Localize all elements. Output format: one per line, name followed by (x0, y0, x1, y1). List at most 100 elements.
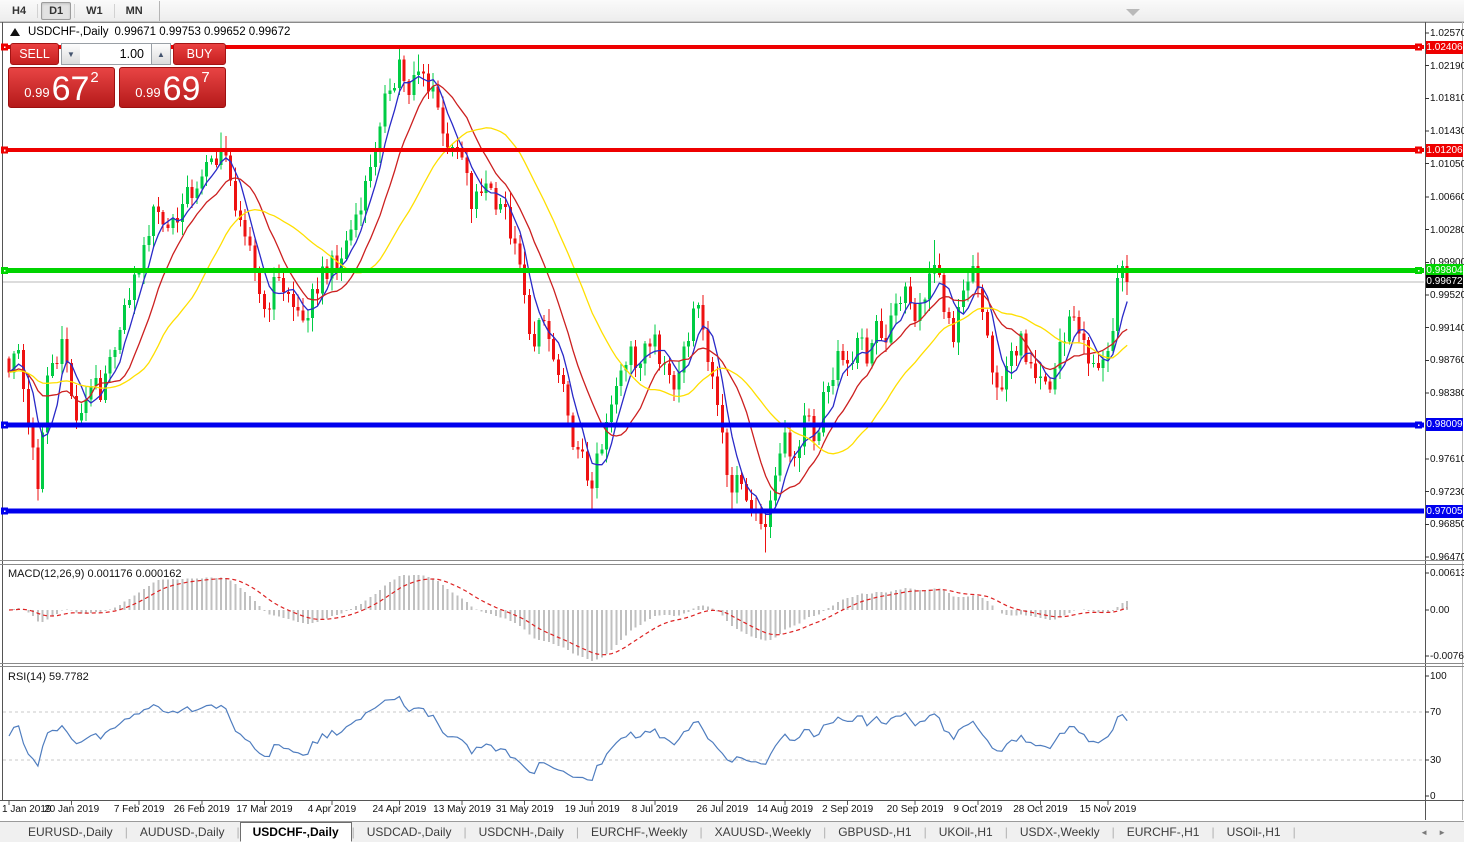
date-tick-label: 8 Jul 2019 (631, 804, 678, 815)
rsi-tick-label: 0 (1430, 791, 1436, 802)
price-tick-label: 0.96850 (1430, 519, 1464, 531)
price-tick-label: 0.97230 (1430, 486, 1464, 498)
timeframe-button-h4[interactable]: H4 (12, 4, 27, 17)
timeframe-button-mn[interactable]: MN (125, 4, 143, 17)
toolbar-separator (158, 0, 160, 21)
price-tick-label: 0.99140 (1430, 322, 1464, 334)
price-level-label: 0.98009 (1426, 418, 1463, 432)
rsi-tick-label: 70 (1430, 707, 1442, 718)
chart-tab-usdchf-daily[interactable]: USDCHF-,Daily (239, 821, 352, 842)
tab-separator: | (236, 825, 240, 839)
date-tick-label: 19 Jun 2019 (564, 804, 620, 815)
chart-tab-eurusd-daily[interactable]: EURUSD-,Daily (28, 825, 113, 839)
toolbar-separator (113, 3, 115, 18)
rsi-label: RSI(14) 59.7782 (8, 671, 89, 683)
tab-separator: | (1004, 825, 1008, 839)
chart-tab-usdcnh-daily[interactable]: USDCNH-,Daily (478, 825, 564, 839)
price-tick-label: 1.02570 (1430, 28, 1464, 39)
timeframe-button-w1[interactable]: W1 (86, 4, 103, 17)
tab-separator: | (699, 825, 703, 839)
volume-input[interactable] (80, 43, 152, 65)
chart-tab-eurchf-weekly[interactable]: EURCHF-,Weekly (591, 825, 688, 839)
macd-tick-label: 0.00 (1430, 605, 1450, 616)
timeframe-button-d1[interactable]: D1 (41, 1, 72, 20)
date-tick-label: 9 Oct 2019 (953, 804, 1003, 815)
toolbar-separator (37, 3, 39, 18)
price-tick-label: 1.00280 (1430, 224, 1464, 236)
one-click-trade-panel: SELL ▼ ▲ BUY 0.99 67 2 0.99 69 7 (8, 42, 226, 108)
price-level-label: 0.97005 (1426, 504, 1463, 518)
tab-separator: | (923, 825, 927, 839)
sell-price-big: 67 (51, 70, 90, 108)
chart-tab-usdcad-daily[interactable]: USDCAD-,Daily (366, 825, 452, 839)
panel-collapse-icon[interactable] (1126, 9, 1140, 16)
toolbar-separator (74, 3, 76, 18)
chart-tab-usdx-weekly[interactable]: USDX-,Weekly (1019, 825, 1100, 839)
date-tick-label: 24 Apr 2019 (372, 804, 427, 815)
tab-separator: | (823, 825, 827, 839)
price-tick-label: 0.99900 (1430, 257, 1464, 269)
chart-tab-usoil-h1[interactable]: USOil-,H1 (1226, 825, 1281, 839)
price-tick-label: 0.96470 (1430, 551, 1464, 563)
chart-tab-audusd-daily[interactable]: AUDUSD-,Daily (139, 825, 225, 839)
sell-price-sup: 2 (90, 69, 99, 86)
tab-separator: | (124, 825, 128, 839)
buy-price-prefix: 0.99 (135, 85, 161, 100)
buy-button[interactable]: BUY (173, 43, 226, 65)
date-tick-label: 20 Sep 2019 (886, 804, 944, 815)
date-tick-label: 26 Feb 2019 (173, 804, 230, 815)
chart-tab-eurchf-h1[interactable]: EURCHF-,H1 (1126, 825, 1200, 839)
price-tick-label: 1.00660 (1430, 192, 1464, 204)
ohlc-values: 0.99671 0.99753 0.99652 0.99672 (114, 26, 291, 38)
rsi-tick-label: 30 (1430, 755, 1442, 766)
symbol-name: USDCHF-,Daily (28, 26, 109, 38)
chart-tab-gbpusd-h1[interactable]: GBPUSD-,H1 (838, 825, 912, 839)
chart-title: USDCHF-,Daily 0.99671 0.99753 0.99652 0.… (10, 26, 290, 38)
sell-price-box[interactable]: 0.99 67 2 (8, 67, 115, 108)
tab-scroll-left-icon[interactable]: ◄ (1420, 828, 1429, 837)
current-price-label: 0.99672 (1426, 275, 1463, 289)
volume-decrease-button[interactable]: ▼ (61, 43, 81, 65)
price-tick-label: 1.01050 (1430, 158, 1464, 170)
date-tick-label: 17 Mar 2019 (236, 804, 293, 815)
buy-price-sup: 7 (201, 69, 210, 86)
macd-tick-label: 0.00613 (1430, 567, 1464, 579)
price-tick-label: 0.97610 (1430, 454, 1464, 466)
chart-tab-xauusd-weekly[interactable]: XAUUSD-,Weekly (714, 825, 812, 839)
chevron-up-icon: ▲ (157, 49, 165, 59)
price-tick-label: 1.01810 (1430, 93, 1464, 105)
price-tick-label: 0.98380 (1430, 387, 1464, 399)
date-tick-label: 1 Jan 2019 (2, 804, 52, 815)
macd-tick-label: -0.007612 (1430, 650, 1464, 662)
tab-separator: | (1111, 825, 1115, 839)
tab-separator: | (463, 825, 467, 839)
timeframe-toolbar: H4 D1 W1 MN (0, 0, 1464, 22)
tab-separator: | (1211, 825, 1215, 839)
chart-tab-bar: EURUSD-,Daily | AUDUSD-,Daily | USDCHF-,Dail… (0, 821, 1464, 842)
buy-price-big: 69 (162, 70, 201, 108)
price-level-label: 0.99804 (1426, 264, 1463, 278)
price-level-label: 1.02406 (1426, 40, 1463, 54)
chevron-down-icon: ▼ (67, 49, 75, 59)
date-tick-label: 7 Feb 2019 (113, 804, 165, 815)
date-tick-label: 20 Jan 2019 (44, 804, 100, 815)
date-tick-label: 31 May 2019 (495, 804, 554, 815)
sell-price-prefix: 0.99 (24, 85, 50, 100)
buy-price-box[interactable]: 0.99 69 7 (119, 67, 226, 108)
tab-scroll-arrows: ◄ ► (1420, 822, 1446, 842)
tab-scroll-right-icon[interactable]: ► (1438, 828, 1446, 837)
date-tick-label: 4 Apr 2019 (307, 804, 357, 815)
date-tick-label: 28 Oct 2019 (1013, 804, 1068, 815)
tab-separator: | (575, 825, 580, 839)
date-tick-label: 14 Aug 2019 (756, 804, 814, 815)
volume-increase-button[interactable]: ▲ (151, 43, 171, 65)
rsi-tick-label: 100 (1430, 671, 1447, 682)
price-tick-label: 0.99520 (1430, 289, 1464, 301)
tab-separator: | (1292, 825, 1296, 839)
date-tick-label: 26 Jul 2019 (696, 804, 749, 815)
price-tick-label: 1.02190 (1430, 60, 1464, 72)
sell-button[interactable]: SELL (10, 43, 59, 65)
chart-tab-ukoil-h1[interactable]: UKOil-,H1 (938, 825, 993, 839)
date-tick-label: 13 May 2019 (433, 804, 491, 815)
